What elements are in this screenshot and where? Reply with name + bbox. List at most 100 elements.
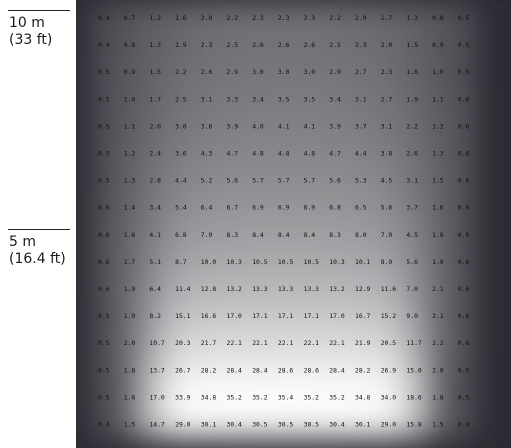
cell-value-label: 30.5: [278, 421, 294, 429]
heat-cell: [90, 30, 118, 60]
cell-value-label: 1.6: [124, 231, 136, 239]
heat-cell: [347, 409, 375, 439]
heat-cell: [167, 30, 195, 60]
heat-cell: [141, 274, 170, 304]
cell-value-label: 30.4: [227, 421, 243, 429]
cell-value-label: 4.5: [406, 231, 418, 239]
cell-value-label: 2.3: [381, 68, 393, 76]
heat-cell: [115, 328, 144, 358]
heat-cell: [347, 247, 375, 277]
heat-cell: [270, 274, 298, 304]
cell-value-label: 17.1: [252, 312, 268, 320]
cell-value-label: 4.7: [227, 150, 239, 158]
cell-value-label: 34.8: [355, 393, 371, 401]
heat-cell: [321, 301, 350, 331]
cell-value-label: 1.9: [124, 312, 136, 320]
heat-cell: [244, 193, 272, 223]
cell-value-label: 0.5: [98, 366, 110, 374]
heat-cell: [372, 247, 401, 277]
cell-value-label: 2.5: [329, 41, 341, 49]
heat-cell: [167, 301, 195, 331]
cell-value-label: 2.3: [278, 14, 290, 22]
heat-cell: [321, 382, 350, 412]
heat-cell: [244, 382, 272, 412]
cell-value-label: 6.9: [278, 204, 290, 212]
cell-value-label: 2.7: [381, 95, 393, 103]
heat-cell: [90, 111, 118, 141]
heat-cell: [90, 138, 118, 168]
heat-cell: [244, 57, 272, 87]
cell-value-label: 1.3: [432, 150, 444, 158]
heat-cell: [398, 274, 427, 304]
cell-value-label: 0.5: [458, 68, 470, 76]
heat-cell: [449, 30, 478, 60]
cell-value-label: 1.6: [124, 393, 136, 401]
heat-cell: [115, 409, 144, 439]
cell-value-label: 6.4: [149, 285, 161, 293]
heat-cell: [321, 247, 350, 277]
heat-cell: [295, 247, 324, 277]
cell-value-label: 7.9: [201, 231, 213, 239]
heat-cell: [141, 138, 170, 168]
cell-value-label: 8.4: [252, 231, 264, 239]
cell-value-label: 22.1: [304, 339, 320, 347]
heat-cell: [295, 84, 324, 114]
heat-cell: [167, 274, 195, 304]
cell-value-label: 22.1: [252, 339, 268, 347]
cell-value-label: 3.6: [175, 150, 187, 158]
heat-cell: [244, 3, 272, 33]
heat-cell: [218, 30, 247, 60]
cell-value-label: 3.1: [355, 95, 367, 103]
cell-value-label: 2.2: [227, 14, 239, 22]
heat-cell: [244, 355, 272, 385]
heat-cell: [193, 111, 221, 141]
heat-cell: [398, 138, 427, 168]
cell-value-label: 1.1: [432, 95, 444, 103]
heat-cell: [372, 166, 401, 196]
heat-cell: [218, 166, 247, 196]
heat-cell: [115, 382, 144, 412]
heat-cell: [218, 3, 247, 33]
cell-value-label: 3.7: [355, 122, 367, 130]
heat-cell: [115, 193, 144, 223]
cell-value-label: 2.9: [227, 68, 239, 76]
heat-cell: [449, 409, 478, 439]
cell-value-label: 1.5: [149, 68, 161, 76]
heat-cell: [295, 57, 324, 87]
heat-cell: [295, 355, 324, 385]
heat-cell: [398, 409, 427, 439]
cell-value-label: 13.3: [278, 285, 294, 293]
cell-value-label: 2.2: [432, 339, 444, 347]
heat-cell: [218, 382, 247, 412]
cell-value-label: 13.2: [329, 285, 345, 293]
cell-value-label: 16.6: [201, 312, 217, 320]
cell-value-label: 2.8: [149, 177, 161, 185]
heat-cell: [90, 274, 118, 304]
heat-cell: [347, 138, 375, 168]
heat-cell: [115, 138, 144, 168]
cell-value-label: 0.6: [98, 285, 110, 293]
cell-value-label: 2.6: [252, 41, 264, 49]
cell-value-label: 0.6: [458, 150, 470, 158]
heat-cell: [321, 193, 350, 223]
cell-value-label: 0.5: [98, 122, 110, 130]
cell-value-label: 28.4: [329, 366, 345, 374]
cell-value-label: 8.4: [278, 231, 290, 239]
heat-cell: [398, 57, 427, 87]
heat-cell: [372, 328, 401, 358]
cell-value-label: 5.7: [278, 177, 290, 185]
cell-value-label: 35.2: [252, 393, 268, 401]
heat-cell: [270, 220, 298, 250]
heat-cell: [167, 138, 195, 168]
cell-value-label: 17.0: [329, 312, 345, 320]
cell-value-label: 2.7: [355, 68, 367, 76]
heat-cell: [218, 84, 247, 114]
cell-value-label: 0.6: [458, 122, 470, 130]
heat-cell: [347, 166, 375, 196]
heat-cell: [347, 301, 375, 331]
heat-cell: [193, 355, 221, 385]
cell-value-label: 8.0: [355, 231, 367, 239]
cell-value-label: 0.9: [124, 68, 136, 76]
cell-value-label: 1.5: [432, 421, 444, 429]
heat-cell: [115, 301, 144, 331]
